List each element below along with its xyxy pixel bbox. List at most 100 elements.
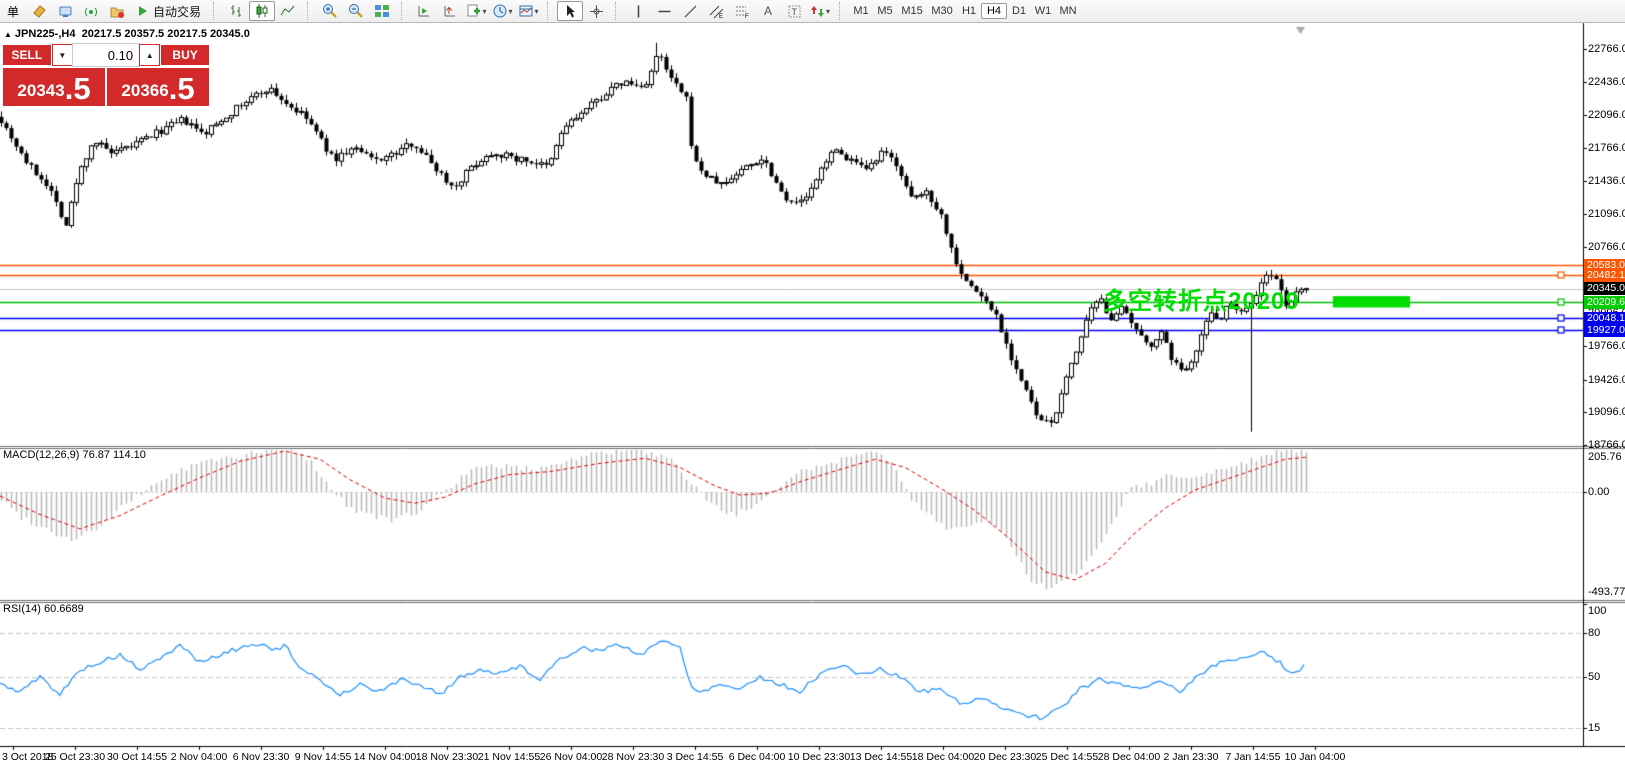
one-click-trade-panel: SELL ▼ 0.10 ▲ BUY 20343 .5 20366 .5 — [2, 43, 210, 107]
volume-input[interactable]: 0.10 — [71, 43, 141, 67]
vertical-line-icon[interactable] — [625, 1, 651, 21]
dropdown-caret-icon[interactable]: ▾ — [826, 6, 831, 16]
timeframe-m30-button[interactable]: M30 — [931, 5, 953, 17]
time-axis-label: 18 Dec 04:00 — [911, 751, 975, 763]
svg-text:E: E — [719, 14, 723, 19]
price-line-tag: 20583.0 — [1584, 258, 1625, 272]
rsi-axis-label: 80 — [1588, 627, 1601, 639]
candlestick-chart-icon[interactable] — [249, 1, 276, 21]
dropdown-caret-icon[interactable]: ▾ — [534, 6, 539, 16]
zoom-out-icon[interactable] — [343, 1, 369, 21]
crosshair-icon[interactable] — [583, 1, 609, 21]
buy-price-frac: .5 — [168, 71, 195, 106]
tile-windows-icon[interactable] — [369, 1, 395, 21]
sell-price-frac: .5 — [64, 71, 91, 106]
sell-button[interactable]: SELL — [2, 44, 52, 66]
symbol-ohlc: 20217.5 20357.5 20217.5 20345.0 — [81, 28, 250, 40]
time-axis-label: 21 Nov 14:55 — [477, 751, 541, 763]
arrows-icon[interactable]: ▾ — [807, 1, 833, 21]
rsi-axis-label: 50 — [1588, 670, 1601, 683]
timeframe-w1-button[interactable]: W1 — [1034, 5, 1052, 17]
time-axis-label: 10 Dec 23:30 — [787, 751, 851, 763]
collapse-triangle-icon[interactable]: ▲ — [4, 30, 12, 39]
svg-text:F: F — [745, 14, 749, 19]
rsi-axis-label: 100 — [1588, 605, 1607, 617]
terminal-icon[interactable] — [52, 1, 78, 21]
macd-label: MACD(12,26,9) 76.87 114.10 — [3, 449, 146, 461]
price-axis-label: 22096.0 — [1588, 109, 1625, 122]
price-line-tag: 20048.1 — [1584, 311, 1625, 325]
horizontal-line-icon[interactable] — [651, 1, 677, 21]
price-line-tag: 20345.0 — [1584, 282, 1625, 296]
bars-chart-icon[interactable] — [223, 1, 249, 21]
label-icon[interactable]: T — [781, 1, 807, 21]
time-axis-label: 28 Dec 04:00 — [1097, 751, 1161, 763]
time-axis-label: 30 Oct 14:55 — [106, 751, 168, 763]
dropdown-caret-icon[interactable]: ▾ — [508, 6, 513, 16]
price-axis-label: 19426.0 — [1588, 373, 1625, 386]
toolbar-separator — [213, 2, 219, 20]
timeframe-d1-button[interactable]: D1 — [1011, 5, 1027, 17]
svg-text:T: T — [791, 7, 797, 17]
new-indicator-icon[interactable]: ▾ — [463, 1, 489, 21]
text-icon[interactable]: A — [764, 4, 773, 18]
history-icon[interactable] — [104, 1, 130, 21]
time-axis-label: 2 Nov 04:00 — [170, 751, 228, 763]
templates-icon[interactable]: ▾ — [515, 1, 541, 21]
price-line-tag: 20482.1 — [1584, 268, 1625, 282]
volume-increase-button[interactable]: ▲ — [139, 44, 161, 66]
toolbar-separator — [401, 2, 407, 20]
buy-price-box[interactable]: 20366 .5 — [106, 67, 210, 107]
line-chart-icon[interactable] — [275, 1, 301, 21]
buy-button[interactable]: BUY — [160, 44, 210, 66]
time-axis-label: 6 Nov 23:30 — [232, 751, 290, 763]
time-axis-label: 14 Nov 04:00 — [353, 751, 417, 763]
price-axis-label: 21766.0 — [1588, 142, 1625, 154]
price-axis-label: 22766.0 — [1588, 43, 1625, 55]
price-line-tag: 20209.6 — [1584, 295, 1625, 309]
toolbar-separator — [307, 2, 313, 20]
volume-decrease-button[interactable]: ▼ — [51, 44, 73, 66]
periods-icon[interactable]: ▾ — [489, 1, 515, 21]
timeframe-mn-button[interactable]: MN — [1059, 5, 1077, 17]
editor-icon[interactable] — [26, 1, 52, 21]
time-axis-label: 25 Oct 23:30 — [44, 751, 106, 763]
macd-axis-label: 0.00 — [1588, 486, 1610, 498]
time-axis-label: 7 Jan 14:55 — [1225, 751, 1281, 763]
chart-shift-icon[interactable] — [437, 1, 463, 21]
price-axis-label: 20766.0 — [1588, 241, 1625, 253]
signals-icon[interactable] — [78, 1, 104, 21]
chart-annotation-text[interactable]: 多空转折点20209 — [1103, 288, 1300, 315]
time-axis-label: 6 Dec 04:00 — [728, 751, 786, 763]
buy-price-main: 20366 — [121, 81, 169, 100]
sell-price-box[interactable]: 20343 .5 — [2, 67, 106, 107]
time-axis-label: 26 Nov 04:00 — [539, 751, 603, 763]
auto-scroll-icon[interactable] — [411, 1, 437, 21]
dropdown-caret-icon[interactable]: ▾ — [482, 6, 487, 16]
time-axis-label: 9 Nov 14:55 — [294, 751, 352, 763]
cursor-icon[interactable] — [557, 1, 584, 21]
trendline-icon[interactable] — [677, 1, 703, 21]
autotrading-button[interactable]: 自动交易 — [130, 1, 207, 21]
fibonacci-icon[interactable]: F — [729, 1, 755, 21]
trade-prices-row: 20343 .5 20366 .5 — [2, 67, 210, 107]
price-axis-label: 18766.0 — [1588, 439, 1625, 451]
price-line-tag: 19927.0 — [1584, 323, 1625, 337]
timeframe-m5-button[interactable]: M5 — [877, 5, 893, 17]
price-axis-label: 19096.0 — [1588, 406, 1625, 419]
autotrading-label: 自动交易 — [153, 4, 202, 19]
timeframe-m1-button[interactable]: M1 — [853, 5, 869, 17]
price-axis-label: 19766.0 — [1588, 340, 1625, 352]
macd-axis-label: 205.76 — [1588, 451, 1622, 463]
timeframe-h1-button[interactable]: H1 — [961, 5, 977, 17]
new-order-icon[interactable]: 单 — [6, 4, 19, 19]
price-axis-label: 22436.0 — [1588, 75, 1625, 88]
timeframe-h4-button[interactable]: H4 — [981, 3, 1008, 19]
time-axis-label: 28 Nov 23:30 — [601, 751, 665, 763]
timeframe-m15-button[interactable]: M15 — [901, 5, 923, 17]
zoom-in-icon[interactable] — [317, 1, 343, 21]
time-axis-label: 25 Dec 14:55 — [1035, 751, 1099, 763]
price-axis-label: 21096.0 — [1588, 208, 1625, 221]
channel-icon[interactable]: E — [703, 1, 729, 21]
